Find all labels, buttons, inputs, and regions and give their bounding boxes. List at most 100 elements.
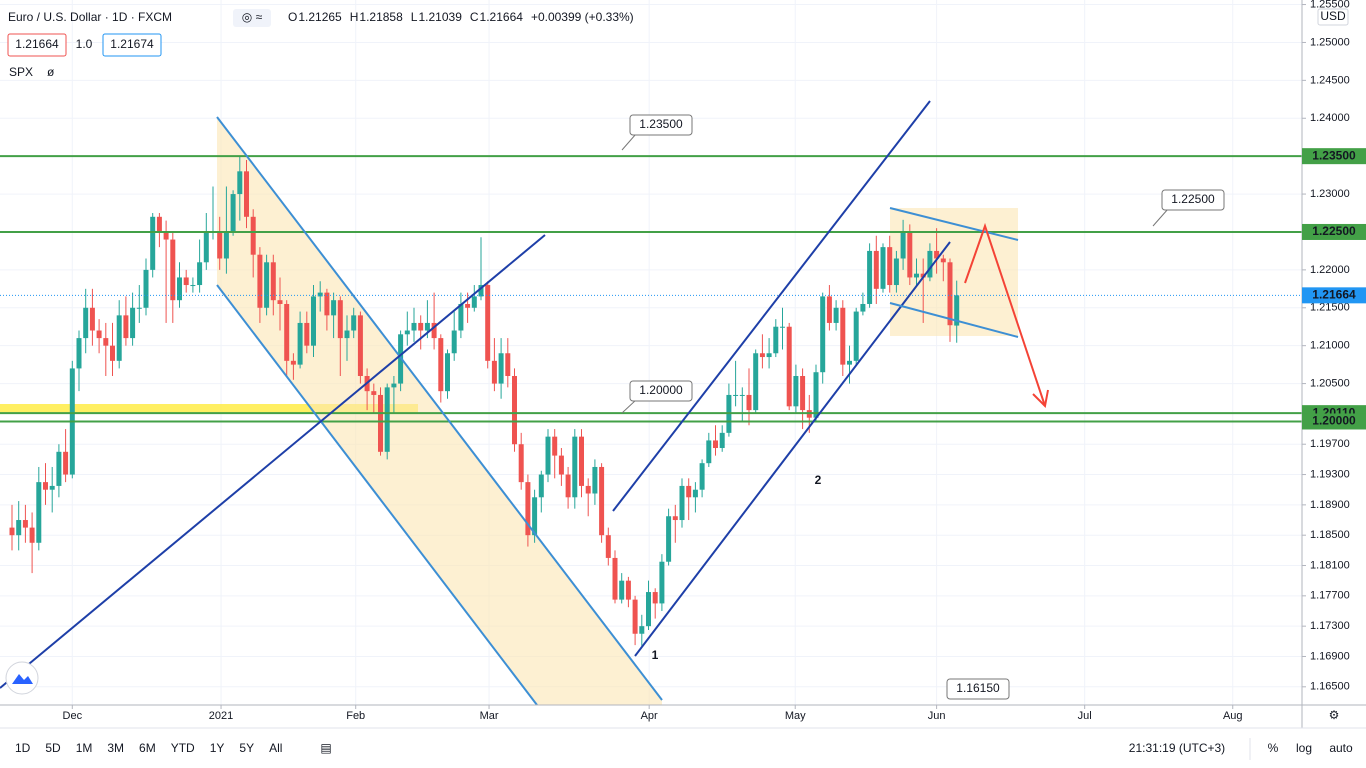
candle-body	[371, 391, 377, 395]
candle-body	[485, 285, 491, 361]
symbol-title: Euro / U.S. Dollar · 1D · FXCM	[8, 10, 172, 24]
candle-body	[384, 387, 390, 452]
bid-box[interactable]	[7, 33, 67, 57]
icon: ◎ ≈	[242, 10, 263, 24]
ohlc-key: O	[288, 10, 297, 24]
candle-body	[927, 250, 933, 278]
candle-body	[49, 485, 55, 490]
candle-body	[652, 592, 658, 604]
ohlc-key: H	[350, 10, 359, 24]
candle-body	[625, 580, 631, 600]
clock: 21:31:19 (UTC+3)	[1129, 741, 1225, 755]
level-box	[1302, 413, 1366, 430]
y-tick-label: 1.17300	[1310, 620, 1350, 632]
candle-body	[505, 353, 511, 376]
ohlc-value: 1.21664	[480, 10, 524, 24]
y-tick-label: 1.16900	[1310, 650, 1350, 662]
range-button[interactable]: 6M	[139, 741, 156, 755]
candle-body	[759, 353, 765, 358]
range-button[interactable]: All	[269, 741, 282, 755]
candle-body	[478, 285, 484, 297]
range-button[interactable]: 1M	[76, 741, 93, 755]
candle-body	[344, 330, 350, 339]
candle-body	[183, 277, 189, 286]
candle-body	[860, 303, 866, 312]
candle-body	[840, 307, 846, 365]
date-range-icon[interactable]: ▤	[320, 741, 331, 755]
candle-body	[190, 285, 196, 287]
range-button[interactable]: 1D	[15, 741, 31, 755]
candle-body	[22, 520, 28, 528]
candle-body	[880, 247, 886, 289]
x-tick-label: Jun	[928, 710, 946, 722]
candle-body	[592, 466, 598, 494]
candle-body	[679, 485, 685, 521]
y-tick-label: 1.24000	[1310, 112, 1350, 124]
candle-body	[619, 580, 625, 600]
candle-body	[706, 440, 712, 464]
callout: 1.23500	[621, 114, 693, 151]
candle-body	[76, 338, 82, 369]
candle-body	[163, 231, 169, 240]
candle-body	[170, 239, 176, 301]
candle-body	[639, 626, 645, 634]
range-button[interactable]: 5D	[45, 741, 61, 755]
ask-box[interactable]	[102, 33, 162, 57]
candle-body	[733, 394, 739, 396]
ohlc-key: L	[411, 10, 418, 24]
range-button[interactable]: 3M	[107, 741, 124, 755]
candle-body	[250, 216, 256, 255]
candle-body	[907, 231, 913, 278]
y-tick-label: 1.25500	[1310, 0, 1350, 10]
candle-body	[284, 303, 290, 361]
range-button[interactable]: YTD	[171, 741, 195, 755]
callout-label: 1.16150	[956, 681, 1000, 695]
auto-toggle[interactable]: auto	[1329, 741, 1353, 755]
candle-body	[244, 171, 249, 217]
candle-body	[538, 474, 544, 498]
y-tick-label: 1.22000	[1310, 264, 1350, 276]
log-toggle[interactable]: log	[1296, 741, 1312, 755]
candle-body	[947, 262, 953, 326]
ohlc-value: 1.21858	[359, 10, 403, 24]
candle-body	[197, 262, 203, 286]
candle-body	[36, 482, 42, 543]
compare-button[interactable]	[233, 9, 271, 27]
hide-icon[interactable]: ø	[47, 65, 55, 79]
candle-body	[438, 338, 444, 392]
spread: 1.0	[76, 37, 93, 51]
candle-body	[217, 231, 223, 259]
change: +0.00399 (+0.33%)	[531, 10, 634, 24]
candle-body	[116, 315, 122, 361]
currency: USD	[1320, 9, 1346, 23]
candle-body	[518, 444, 524, 483]
y-tick-label: 1.25000	[1310, 36, 1350, 48]
y-axis: 1.25500 1.25000 1.24500 1.24000 1.23000 1.220…	[1302, 0, 1350, 693]
candle-body	[110, 345, 115, 361]
candle-body	[431, 322, 437, 339]
percent-toggle[interactable]: %	[1268, 741, 1279, 755]
candle-body	[351, 315, 357, 331]
candle-body	[552, 436, 558, 456]
callout: 1.16150	[946, 678, 1010, 700]
y-tick-label: 1.19300	[1310, 468, 1350, 480]
candle-body	[230, 194, 236, 232]
range-button[interactable]: 1Y	[210, 741, 225, 755]
channel-line	[216, 116, 663, 701]
candle-body	[331, 300, 337, 316]
candle-body	[672, 516, 678, 521]
callout: 1.20000	[621, 380, 693, 414]
ohlc-value: 1.21039	[418, 10, 462, 24]
level-label: 1.23500	[1312, 148, 1356, 162]
settings-icon[interactable]: ⚙	[1329, 708, 1340, 722]
range-button[interactable]: 5Y	[239, 741, 254, 755]
candle-body	[545, 436, 551, 475]
candle-body	[103, 338, 109, 346]
candle-body	[96, 330, 102, 339]
candle-body	[773, 326, 779, 354]
callout-label: 1.23500	[639, 117, 683, 131]
y-tick-label: 1.18900	[1310, 499, 1350, 511]
candle-body	[780, 326, 785, 328]
candle-body	[311, 296, 316, 346]
candles	[9, 156, 960, 646]
